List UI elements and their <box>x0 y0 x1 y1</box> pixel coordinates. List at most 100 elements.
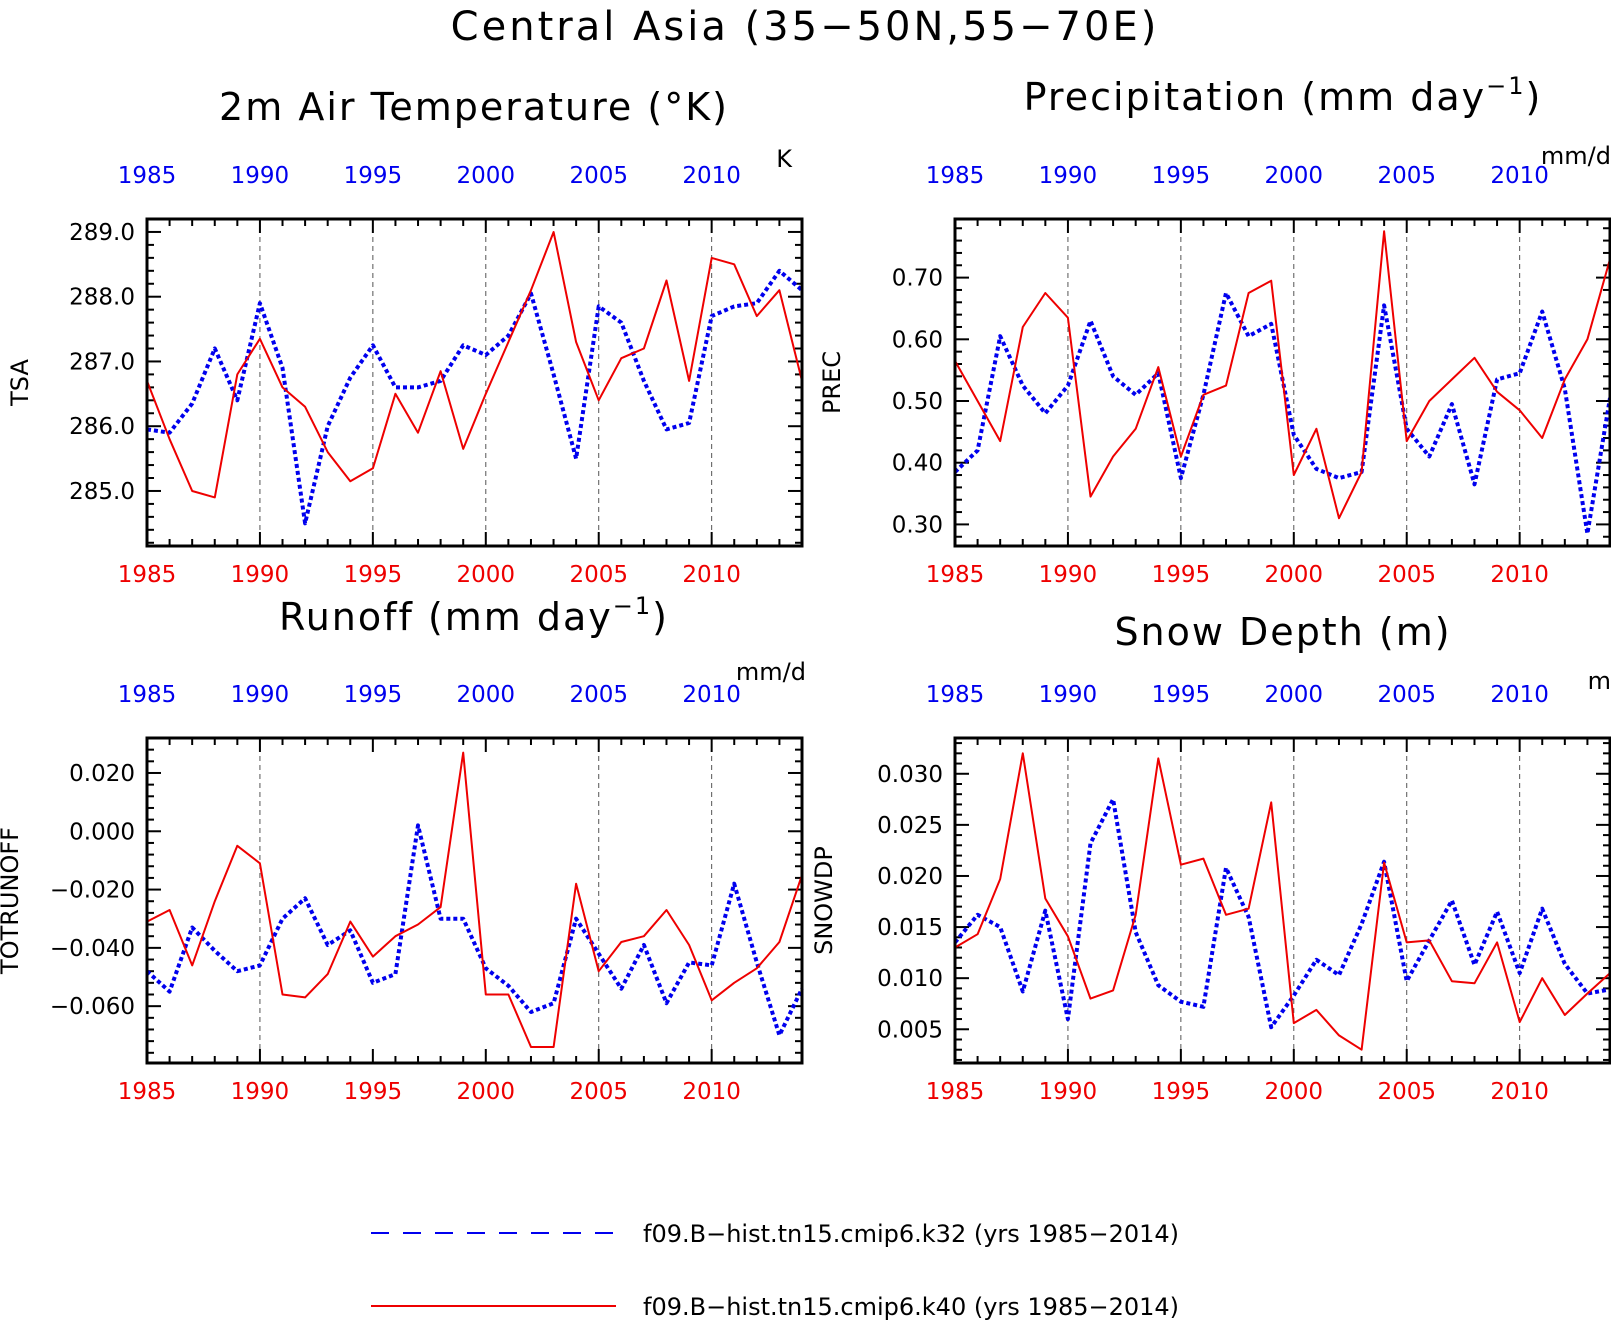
y-tick-label: 288.0 <box>69 285 135 311</box>
chart-panel-1: 2m Air Temperature (°K) K TSA 1985 1985 1990 1… <box>6 85 804 588</box>
y-axis-label: PREC <box>818 351 846 414</box>
x-tick-label-top: 2005 <box>569 682 628 708</box>
x-tick-label-bottom: 1995 <box>344 1079 403 1105</box>
x-tick-label-top: 1985 <box>926 682 985 708</box>
x-tick-label-top: 2005 <box>1377 682 1436 708</box>
units-label: mm/d <box>736 658 806 686</box>
x-tick-label-bottom: 2010 <box>1490 1079 1549 1105</box>
series-line-k40 <box>954 752 1611 1051</box>
y-tick-label: 0.60 <box>892 327 943 353</box>
y-tick-label: 285.0 <box>69 479 135 505</box>
x-tick-label-top: 1985 <box>118 682 177 708</box>
x-tick-label-top: 1995 <box>344 682 403 708</box>
x-tick-label-bottom: 1985 <box>118 562 177 588</box>
x-tick-label-bottom: 1990 <box>1039 1079 1098 1105</box>
x-tick-label-top: 2000 <box>1265 682 1324 708</box>
x-tick-label-top: 2000 <box>457 682 516 708</box>
y-axis-label: TSA <box>6 359 34 407</box>
x-tick-label-bottom: 1985 <box>926 562 985 588</box>
y-tick-label: 286.0 <box>69 414 135 440</box>
x-tick-label-bottom: 1995 <box>344 562 403 588</box>
y-tick-label: 0.005 <box>877 1017 943 1043</box>
plot-frame <box>145 217 804 548</box>
y-tick-label: 0.50 <box>892 389 943 415</box>
legend-label-k40: f09.B−hist.tn15.cmip6.k40 (yrs 1985−2014… <box>643 1293 1179 1321</box>
x-tick-label-top: 1985 <box>926 163 985 189</box>
x-tick-label-top: 2010 <box>1490 682 1549 708</box>
x-tick-label-top: 2010 <box>1490 163 1549 189</box>
series-line-k32 <box>953 797 1611 1030</box>
x-tick-label-bottom: 1990 <box>231 1079 290 1105</box>
chart-panel-3: Runoff (mm day−1) mm/d TOTRUNOFF 1985 1985 19… <box>0 592 806 1105</box>
x-tick-label-bottom: 2005 <box>569 562 628 588</box>
x-tick-label-top: 2005 <box>569 163 628 189</box>
x-tick-label-bottom: 2000 <box>457 562 516 588</box>
page-title: Central Asia (35−50N,55−70E) <box>451 4 1160 50</box>
plot-frame <box>953 217 1611 548</box>
y-axis-label: TOTRUNOFF <box>0 827 24 975</box>
x-tick-label-bottom: 2010 <box>1490 562 1549 588</box>
panel-title: Runoff (mm day−1) <box>279 592 669 639</box>
x-tick-label-bottom: 2005 <box>569 1079 628 1105</box>
x-tick-label-bottom: 1995 <box>1152 1079 1211 1105</box>
legend: f09.B−hist.tn15.cmip6.k32 (yrs 1985−2014… <box>371 1220 1179 1321</box>
y-tick-label: 0.000 <box>69 819 135 845</box>
x-tick-label-top: 1995 <box>1152 682 1211 708</box>
y-tick-label: 287.0 <box>69 349 135 375</box>
x-tick-label-bottom: 2005 <box>1377 1079 1436 1105</box>
x-tick-label-top: 2010 <box>682 163 741 189</box>
y-axis-label: SNOWDP <box>810 846 838 955</box>
series-line-k32 <box>953 291 1611 536</box>
units-label: m <box>1588 667 1611 695</box>
y-tick-label: −0.060 <box>50 994 135 1020</box>
x-tick-label-bottom: 2000 <box>1265 1079 1324 1105</box>
y-tick-label: 0.015 <box>877 915 943 941</box>
y-tick-label: 0.010 <box>877 966 943 992</box>
y-tick-label: 0.030 <box>877 762 943 788</box>
series-line-k40 <box>954 230 1611 520</box>
panels: 2m Air Temperature (°K) K TSA 1985 1985 1990 1… <box>0 72 1611 1105</box>
plot-frame <box>953 736 1611 1065</box>
y-tick-label: −0.020 <box>50 878 135 904</box>
y-tick-label: 0.020 <box>877 864 943 890</box>
panel-title-superscript: −1 <box>613 592 652 620</box>
chart-panel-2: Precipitation (mm day−1) mm/d PREC 1985 1985… <box>818 72 1611 588</box>
panel-title-end: ) <box>1526 75 1543 119</box>
x-tick-label-top: 2010 <box>682 682 741 708</box>
y-tick-label: 289.0 <box>69 220 135 246</box>
y-tick-label: 0.70 <box>892 266 943 292</box>
x-tick-label-top: 1990 <box>231 682 290 708</box>
panel-title-superscript: −1 <box>1486 72 1525 100</box>
x-tick-label-top: 1990 <box>1039 682 1098 708</box>
series-line-k40 <box>146 751 803 1048</box>
x-tick-label-top: 2000 <box>1265 163 1324 189</box>
y-tick-label: 0.020 <box>69 761 135 787</box>
x-tick-label-top: 1990 <box>231 163 290 189</box>
x-tick-label-bottom: 1985 <box>118 1079 177 1105</box>
legend-label-k32: f09.B−hist.tn15.cmip6.k32 (yrs 1985−2014… <box>643 1220 1179 1248</box>
x-tick-label-top: 2005 <box>1377 163 1436 189</box>
series-line-k40 <box>146 231 803 499</box>
y-tick-label: 0.30 <box>892 512 943 538</box>
series-line-k32 <box>146 268 804 526</box>
panel-title: Precipitation (mm day−1) <box>1024 72 1543 119</box>
panel-title: 2m Air Temperature (°K) <box>219 85 729 129</box>
x-tick-label-bottom: 1995 <box>1152 562 1211 588</box>
x-tick-label-top: 2000 <box>457 163 516 189</box>
y-tick-label: −0.040 <box>50 936 135 962</box>
x-tick-label-top: 1995 <box>1152 163 1211 189</box>
y-tick-label: 0.025 <box>877 813 943 839</box>
x-tick-label-top: 1995 <box>344 163 403 189</box>
panel-title: Snow Depth (m) <box>1114 610 1451 654</box>
x-tick-label-bottom: 2010 <box>682 1079 741 1105</box>
y-tick-label: 0.40 <box>892 451 943 477</box>
series-line-k32 <box>145 823 804 1038</box>
x-tick-label-bottom: 2005 <box>1377 562 1436 588</box>
x-tick-label-bottom: 1990 <box>1039 562 1098 588</box>
x-tick-label-bottom: 2010 <box>682 562 741 588</box>
x-tick-label-top: 1990 <box>1039 163 1098 189</box>
chart-panel-4: Snow Depth (m) m SNOWDP 1985 1985 1990 1990 199… <box>810 610 1611 1105</box>
x-tick-label-bottom: 2000 <box>1265 562 1324 588</box>
x-tick-label-bottom: 2000 <box>457 1079 516 1105</box>
